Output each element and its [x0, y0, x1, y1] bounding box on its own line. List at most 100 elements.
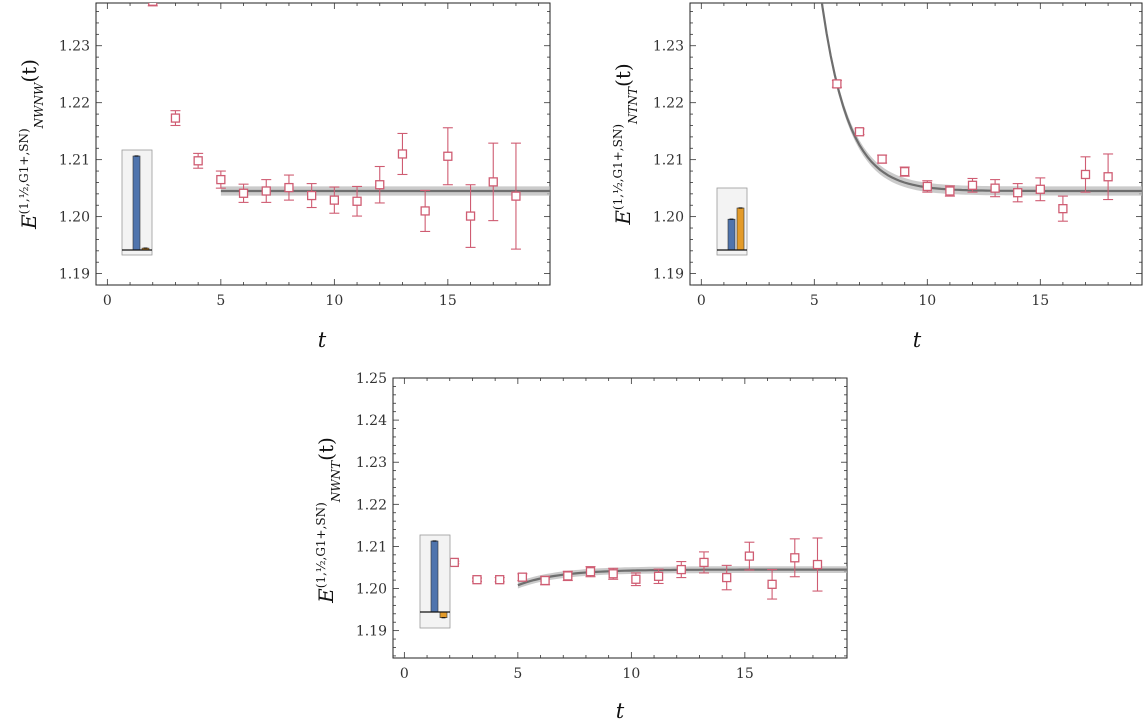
point-marker — [443, 151, 453, 161]
point-marker — [148, 3, 158, 6]
data-point — [585, 566, 596, 578]
point-marker — [608, 569, 618, 579]
point-marker — [375, 180, 385, 190]
y-tick-label: 1.19 — [59, 267, 90, 283]
point-marker — [854, 127, 865, 137]
data-point — [147, 3, 158, 7]
plot-area — [147, 3, 550, 250]
y-label-argument: (t) — [611, 63, 635, 87]
point-marker — [585, 567, 596, 577]
data-point — [1103, 153, 1114, 201]
point-marker — [170, 113, 181, 123]
point-marker — [352, 196, 362, 206]
inset-bar — [132, 155, 141, 251]
y-tick-label: 1.21 — [59, 153, 90, 169]
data-point — [812, 537, 823, 592]
y-label-argument: (t) — [314, 437, 338, 461]
point-marker — [397, 149, 408, 159]
data-point — [1080, 156, 1091, 193]
data-point — [494, 575, 505, 585]
y-tick-label: 1.25 — [356, 371, 387, 387]
point-marker — [261, 186, 271, 196]
data-point — [967, 177, 978, 193]
inset-overlap-chart — [716, 187, 748, 256]
data-point — [608, 567, 619, 580]
point-marker — [699, 557, 709, 568]
data-point — [215, 170, 226, 189]
point-marker — [967, 180, 978, 190]
data-point — [471, 575, 482, 585]
data-point — [877, 154, 888, 164]
y-label-argument: (t) — [17, 59, 41, 83]
data-point — [517, 572, 528, 582]
data-point — [899, 166, 910, 177]
point-marker — [1013, 188, 1023, 198]
point-marker — [420, 206, 430, 216]
y-tick-label: 1.21 — [653, 153, 684, 169]
y-tick-label: 1.19 — [653, 267, 684, 283]
x-tick-label: 5 — [216, 293, 225, 309]
y-axis-label: E(1,½,G1+,SN)NTNT(t) — [611, 63, 640, 225]
data-point — [653, 568, 664, 585]
point-marker — [238, 188, 249, 198]
y-label-symbol: E — [611, 210, 635, 226]
data-point — [193, 152, 204, 169]
x-axis-label: t — [318, 328, 327, 352]
x-tick-label: 5 — [810, 293, 819, 309]
point-marker — [193, 156, 203, 166]
point-marker — [1058, 204, 1068, 214]
point-marker — [329, 195, 340, 205]
data-point — [465, 184, 476, 248]
data-point — [449, 557, 460, 568]
data-point — [540, 575, 551, 586]
inset-overlap-chart — [419, 534, 451, 629]
point-marker — [653, 571, 664, 581]
data-point — [944, 185, 955, 197]
data-point — [744, 541, 755, 571]
data-point — [488, 142, 499, 222]
data-point — [698, 551, 709, 574]
y-tick-label: 1.24 — [356, 413, 387, 429]
inset-bar — [727, 218, 736, 251]
point-marker — [676, 564, 686, 575]
y-tick-label: 1.22 — [653, 96, 684, 112]
y-tick-label: 1.21 — [356, 539, 387, 555]
plot-frame — [392, 377, 848, 659]
y-label-subscript: NTNT — [626, 86, 640, 125]
ticks — [393, 377, 847, 658]
x-tick-label: 10 — [918, 293, 936, 309]
y-label-symbol: E — [314, 588, 338, 604]
point-marker — [877, 154, 887, 164]
y-axis-label: E(1,½,G1+,SN)NWNT(t) — [314, 437, 343, 604]
data-point — [1012, 183, 1023, 203]
data-point — [261, 179, 272, 203]
x-tick-label: 10 — [622, 666, 640, 682]
point-marker — [1035, 184, 1045, 194]
data-point — [721, 564, 732, 591]
point-marker — [472, 575, 482, 585]
point-marker — [631, 574, 641, 584]
data-point — [238, 183, 249, 203]
data-point — [397, 132, 408, 176]
data-point — [1035, 177, 1046, 202]
point-marker — [1103, 172, 1113, 182]
plot-area — [820, 3, 1142, 222]
x-tick-label: 15 — [439, 293, 457, 309]
panel-nwnt: 0 5 10 15 1.19 1.20 1.21 1.22 1.23 1.24 1.25 t E(1,½… — [314, 371, 848, 723]
ticks — [690, 3, 1142, 286]
point-marker — [922, 181, 932, 192]
plot-frame — [95, 2, 551, 286]
x-tick-label: 5 — [513, 666, 522, 682]
inset-overlap-chart — [121, 149, 153, 256]
data-point — [306, 183, 317, 209]
point-marker — [945, 186, 955, 196]
point-marker — [812, 559, 823, 570]
y-axis-label: E(1,½,G1+,SN)NWNW(t) — [17, 59, 46, 230]
point-marker — [284, 182, 294, 193]
data-point — [789, 538, 800, 578]
inset-bar — [736, 207, 745, 251]
plot-frame — [689, 2, 1143, 286]
data-point — [352, 185, 363, 217]
point-marker — [1080, 169, 1091, 180]
data-point — [442, 127, 453, 186]
